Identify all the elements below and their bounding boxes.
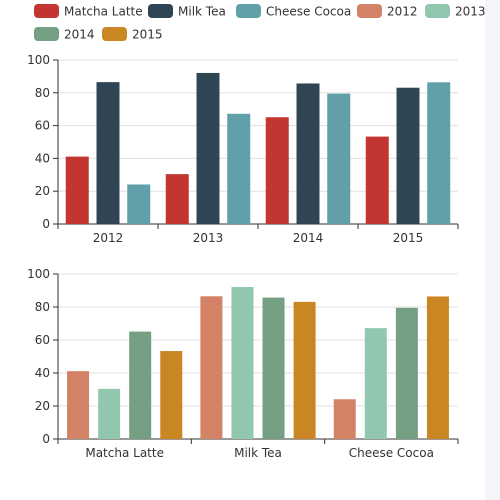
legend-label: Milk Tea bbox=[178, 5, 226, 19]
legend-swatch bbox=[357, 4, 382, 18]
y-tick-label: 100 bbox=[27, 267, 50, 281]
legend-item-cheese-cocoa[interactable]: Cheese Cocoa bbox=[236, 4, 351, 19]
x-tick-label-2015: 2015 bbox=[393, 231, 424, 245]
bar-matcha-latte-2015[interactable] bbox=[365, 136, 389, 224]
legend-label: Matcha Latte bbox=[64, 5, 143, 19]
bar-2014-cheese-cocoa[interactable] bbox=[395, 307, 418, 439]
x-tick-label-milk-tea: Milk Tea bbox=[234, 446, 282, 460]
chart-canvas: Matcha Latte Milk Tea Cheese Cocoa 2012 2013… bbox=[27, 4, 485, 460]
legend-item-2013[interactable]: 2013 bbox=[425, 4, 485, 19]
legend-item-matcha-latte[interactable]: Matcha Latte bbox=[34, 4, 143, 19]
bar-cheese-cocoa-2015[interactable] bbox=[427, 82, 451, 224]
legend-item-2012[interactable]: 2012 bbox=[357, 4, 418, 19]
y-tick-label: 80 bbox=[35, 300, 50, 314]
bar-2012-cheese-cocoa[interactable] bbox=[333, 399, 356, 439]
bar-milk-tea-2015[interactable] bbox=[396, 87, 420, 224]
legend: Matcha Latte Milk Tea Cheese Cocoa 2012 2013… bbox=[34, 4, 485, 42]
bar-milk-tea-2012[interactable] bbox=[96, 82, 120, 224]
x-tick-label-cheese-cocoa: Cheese Cocoa bbox=[349, 446, 434, 460]
x-tick-label-matcha-latte: Matcha Latte bbox=[85, 446, 164, 460]
bar-2014-milk-tea[interactable] bbox=[262, 297, 285, 439]
legend-label: 2015 bbox=[132, 28, 163, 42]
bar-cheese-cocoa-2012[interactable] bbox=[127, 184, 151, 224]
bar-cheese-cocoa-2014[interactable] bbox=[327, 93, 351, 225]
x-tick-label-2012: 2012 bbox=[93, 231, 124, 245]
bar-2015-matcha-latte[interactable] bbox=[160, 351, 183, 439]
y-tick-label: 40 bbox=[35, 366, 50, 380]
legend-item-milk-tea[interactable]: Milk Tea bbox=[148, 4, 226, 19]
bar-cheese-cocoa-2013[interactable] bbox=[227, 113, 251, 224]
legend-item-2014[interactable]: 2014 bbox=[34, 27, 95, 42]
y-tick-label: 0 bbox=[42, 217, 50, 231]
y-tick-label: 100 bbox=[27, 53, 50, 67]
y-tick-label: 20 bbox=[35, 399, 50, 413]
y-tick-label: 60 bbox=[35, 119, 50, 133]
bar-2015-cheese-cocoa[interactable] bbox=[426, 296, 449, 439]
chart-card: Matcha Latte Milk Tea Cheese Cocoa 2012 2013… bbox=[0, 0, 485, 500]
bar-milk-tea-2013[interactable] bbox=[196, 72, 220, 225]
legend-label: 2013 bbox=[455, 5, 485, 19]
bar-2015-milk-tea[interactable] bbox=[293, 301, 316, 439]
x-tick-label-2014: 2014 bbox=[293, 231, 324, 245]
bar-matcha-latte-2012[interactable] bbox=[65, 156, 89, 224]
legend-label: 2012 bbox=[387, 5, 418, 19]
legend-swatch bbox=[102, 27, 127, 41]
legend-swatch bbox=[425, 4, 450, 18]
legend-label: Cheese Cocoa bbox=[266, 5, 351, 19]
legend-swatch bbox=[34, 4, 59, 18]
chart-by-product: 0 20 40 60 80 100 Matcha Latte Milk Tea Cheese C… bbox=[27, 267, 459, 460]
bar-matcha-latte-2014[interactable] bbox=[265, 117, 289, 224]
bar-2012-milk-tea[interactable] bbox=[200, 296, 223, 439]
y-tick-label: 40 bbox=[35, 151, 50, 165]
legend-swatch bbox=[34, 27, 59, 41]
bar-2014-matcha-latte[interactable] bbox=[129, 331, 152, 439]
y-tick-label: 60 bbox=[35, 333, 50, 347]
bar-matcha-latte-2013[interactable] bbox=[165, 174, 189, 224]
legend-label: 2014 bbox=[64, 28, 95, 42]
legend-swatch bbox=[148, 4, 173, 18]
bar-2013-cheese-cocoa[interactable] bbox=[364, 328, 387, 439]
y-tick-label: 0 bbox=[42, 432, 50, 446]
y-tick-label: 80 bbox=[35, 86, 50, 100]
bar-2013-matcha-latte[interactable] bbox=[98, 388, 121, 439]
bar-2012-matcha-latte[interactable] bbox=[67, 371, 90, 439]
x-tick-label-2013: 2013 bbox=[193, 231, 224, 245]
legend-item-2015[interactable]: 2015 bbox=[102, 27, 163, 42]
legend-swatch bbox=[236, 4, 261, 18]
bar-milk-tea-2014[interactable] bbox=[296, 83, 320, 225]
y-tick-label: 20 bbox=[35, 184, 50, 198]
chart-by-year: 0 20 40 60 80 100 2012 2013 2014 2015 bbox=[27, 53, 459, 245]
bar-2013-milk-tea[interactable] bbox=[231, 287, 254, 439]
